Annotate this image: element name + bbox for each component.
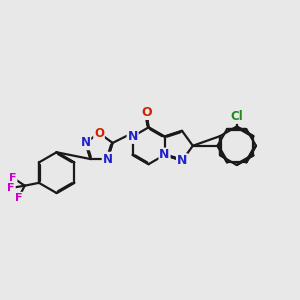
Text: O: O <box>141 106 152 119</box>
Text: F: F <box>15 193 22 202</box>
Text: F: F <box>9 173 16 183</box>
Text: N: N <box>128 130 138 143</box>
Text: O: O <box>94 127 104 140</box>
Text: N: N <box>159 148 170 161</box>
Text: N: N <box>80 136 90 149</box>
Text: N: N <box>177 154 187 167</box>
Text: F: F <box>8 183 15 193</box>
Text: N: N <box>103 153 112 166</box>
Text: Cl: Cl <box>230 110 243 123</box>
